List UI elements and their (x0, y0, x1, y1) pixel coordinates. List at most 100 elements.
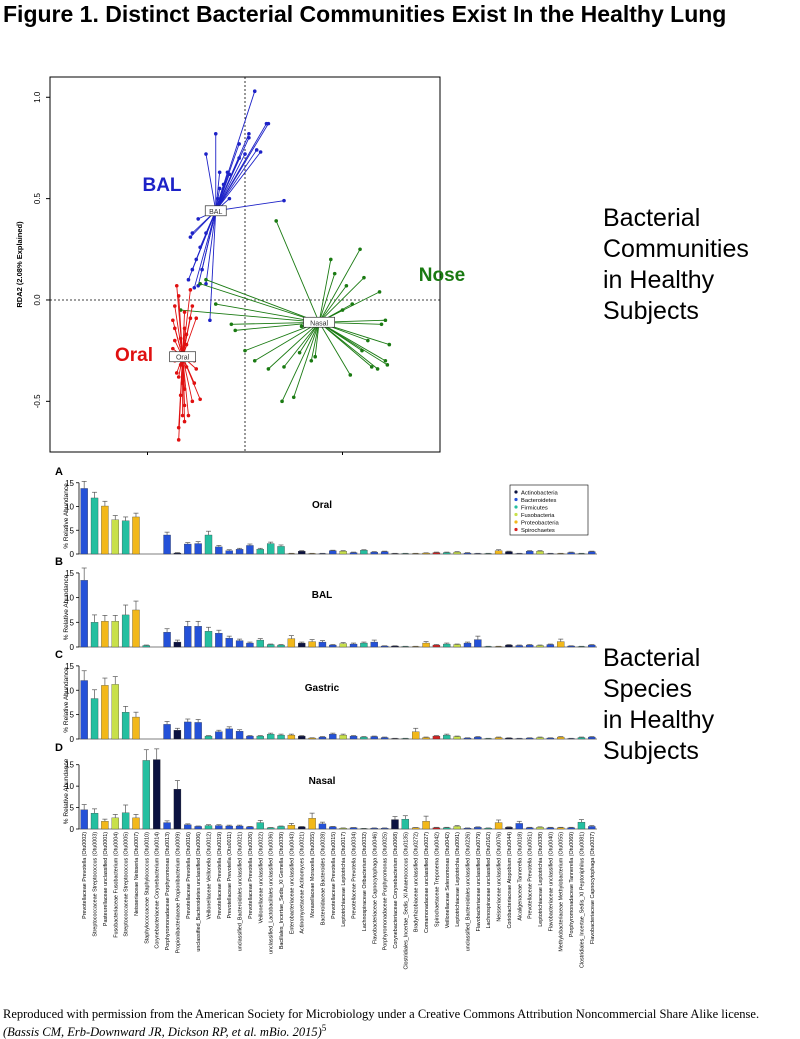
category-label: Moraxellaceae Moraxella (Otu0055) (310, 832, 316, 918)
sample-point (173, 339, 177, 343)
category-label: Coriobacteriaceae Atopobium (Otu0044) (507, 832, 513, 929)
bar (298, 643, 305, 647)
sample-point (300, 325, 304, 329)
sample-point (298, 351, 302, 355)
bar (443, 644, 450, 647)
sample-point (183, 420, 187, 424)
sample-point (183, 310, 187, 314)
bar (215, 732, 222, 739)
bar (329, 734, 336, 739)
sample-point (333, 272, 337, 276)
bar (536, 646, 543, 647)
sample-point (193, 381, 197, 385)
bar (505, 827, 512, 829)
side-label-line: Communities (603, 234, 793, 265)
sample-point (185, 333, 189, 337)
category-label: Clostridiales_Incertae_Sedis_XI Anaeroco… (403, 832, 409, 970)
sample-point (384, 359, 388, 363)
bar (454, 737, 461, 739)
bar (246, 736, 253, 739)
sample-point (177, 438, 181, 442)
bar (350, 828, 357, 829)
bar (184, 626, 191, 647)
bar (205, 631, 212, 647)
centroid-label: BAL (209, 209, 222, 216)
category-label: Veillonellaceae unclassified (Otu0022) (258, 832, 264, 924)
bar (381, 738, 388, 739)
bar (174, 642, 181, 647)
spoke-line (200, 284, 319, 323)
sample-point (189, 235, 193, 239)
bar (329, 827, 336, 829)
bar (371, 552, 378, 554)
bar (319, 737, 326, 739)
bar (433, 645, 440, 647)
legend-label: Firmicutes (521, 506, 548, 512)
sample-point (360, 349, 364, 353)
bar (516, 646, 523, 647)
bar (91, 622, 98, 647)
sample-point (173, 304, 177, 308)
sample-point (345, 284, 349, 288)
bar (464, 553, 471, 554)
bar (277, 645, 284, 647)
bar (101, 821, 108, 829)
category-label: Bacillales_Incertae_Sedis_XI Gemella (Ot… (279, 832, 285, 949)
y-axis-label: % Relative Abundance (63, 667, 70, 733)
category-label: Veillonellaceae Selenomonas (Otu0042) (445, 832, 451, 928)
bar (505, 645, 512, 647)
bar (164, 823, 171, 829)
category-label: Clostridiales_Incertae_Sedis_XI Peptonip… (579, 832, 585, 968)
sample-point (386, 363, 390, 367)
sample-point (185, 365, 189, 369)
sample-point (189, 288, 193, 292)
bar (557, 642, 564, 647)
category-label: Bacteroidaceae Bacteroides (Otu0028) (320, 832, 326, 925)
bar (226, 551, 233, 554)
bar (246, 545, 253, 554)
bar (516, 823, 523, 829)
bar (568, 828, 575, 829)
bar (277, 735, 284, 739)
y-tick-label: -0.5 (33, 394, 42, 408)
sample-point (177, 375, 181, 379)
sample-point (194, 258, 198, 262)
sample-point (267, 122, 271, 126)
sample-point (222, 183, 226, 187)
bar (557, 828, 564, 829)
sample-point (233, 329, 237, 333)
bar (298, 551, 305, 554)
bar (329, 645, 336, 647)
bar (474, 640, 481, 647)
bar (412, 828, 419, 829)
bar (505, 552, 512, 554)
bar (495, 551, 502, 554)
category-label: Flavobacteriaceae Capnocytophaga (Otu003… (590, 832, 596, 944)
sample-point (267, 367, 271, 371)
bar (423, 738, 430, 739)
category-label: Neisseriaceae Neisseria (Otu0007) (134, 832, 140, 916)
category-label: Fusobacteriaceae Fusobacterium (Otu0004) (113, 832, 119, 938)
y-axis-label: % Relative Abundance (63, 483, 70, 549)
sample-point (191, 400, 195, 404)
bar (195, 722, 202, 739)
bar (215, 826, 222, 829)
bar (340, 644, 347, 647)
sample-point (191, 268, 195, 272)
bar (495, 823, 502, 829)
bar (288, 735, 295, 739)
bar (91, 498, 98, 554)
bar (423, 553, 430, 554)
bar (226, 826, 233, 829)
category-label: Lachnospiraceae Oribacterium (Otu0032) (362, 832, 368, 931)
y-tick-label: 0.0 (33, 294, 42, 306)
credit-text: Reproduced with permission from the Amer… (3, 1007, 759, 1021)
bar (184, 544, 191, 554)
category-label: Methylobacteriaceae Methylobacterium (Ot… (559, 832, 565, 952)
bar (568, 553, 575, 554)
sample-point (247, 136, 251, 140)
bar (423, 643, 430, 647)
sample-point (171, 318, 175, 322)
category-label: Veillonellaceae Veillonella (Otu0012) (207, 832, 213, 920)
